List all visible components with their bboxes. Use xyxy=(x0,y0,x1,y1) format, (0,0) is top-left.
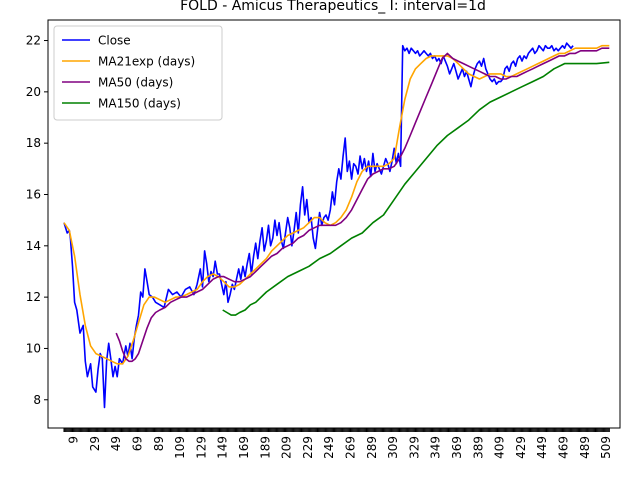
y-tick-label: 18 xyxy=(26,136,41,150)
x-tick-label: 369 xyxy=(450,436,464,459)
x-tick-label: 349 xyxy=(429,436,443,459)
y-tick-label: 14 xyxy=(26,239,41,253)
y-tick-label: 10 xyxy=(26,341,41,355)
x-tick-label: 389 xyxy=(471,436,485,459)
x-tick-label: 509 xyxy=(599,436,613,459)
legend-label: MA50 (days) xyxy=(98,76,173,90)
plot-area xyxy=(63,42,610,409)
x-tick-label: 9 xyxy=(67,436,81,444)
y-tick-label: 8 xyxy=(33,393,41,407)
x-tick-label: 209 xyxy=(280,436,294,459)
series-line-ma21exp-days xyxy=(63,44,610,365)
legend-label: MA21exp (days) xyxy=(98,55,195,69)
legend: Close MA21exp (days) MA50 (days) MA150 (day… xyxy=(53,25,223,121)
x-tick-label: 449 xyxy=(535,436,549,459)
series-line-close xyxy=(63,42,574,409)
x-tick-label: 469 xyxy=(557,436,571,459)
x-tick-label: 29 xyxy=(88,436,102,451)
y-tick-label: 12 xyxy=(26,290,41,304)
y-tick-label: 22 xyxy=(26,34,41,48)
x-tick-label: 409 xyxy=(493,436,507,459)
x-tick-label: 269 xyxy=(344,436,358,459)
x-tick-label: 49 xyxy=(109,436,123,451)
legend-label: Close xyxy=(98,34,131,48)
series-line-ma50-days xyxy=(115,47,610,363)
x-tick-label: 169 xyxy=(237,436,251,459)
series-line-ma150-days xyxy=(222,61,610,316)
y-tick-label: 20 xyxy=(26,85,41,99)
legend-label: MA150 (days) xyxy=(98,97,181,111)
x-tick-label: 249 xyxy=(322,436,336,459)
x-tick-label: 189 xyxy=(258,436,272,459)
x-tick-label: 69 xyxy=(130,436,144,451)
x-tick-label: 329 xyxy=(407,436,421,459)
x-tick-label: 229 xyxy=(301,436,315,459)
y-tick-label: 16 xyxy=(26,187,41,201)
x-tick-label: 149 xyxy=(216,436,230,459)
plot-frame xyxy=(47,19,621,429)
y-axis: 8 10 12 14 16 18 20 22 xyxy=(26,34,48,407)
legend-box xyxy=(53,25,223,121)
x-tick-label: 109 xyxy=(173,436,187,459)
x-tick-label: 309 xyxy=(386,436,400,459)
x-tick-label: 89 xyxy=(152,436,166,451)
chart-title: FOLD - Amicus Therapeutics_ I: interval=… xyxy=(180,0,486,14)
x-tick-label: 289 xyxy=(365,436,379,459)
x-tick-label: 489 xyxy=(578,436,592,459)
x-tick-label: 129 xyxy=(194,436,208,459)
x-tick-label: 429 xyxy=(514,436,528,459)
x-axis: 9 29 49 69 89 109 129 149 169 189 209 229 249 269 289 3… xyxy=(63,428,613,459)
